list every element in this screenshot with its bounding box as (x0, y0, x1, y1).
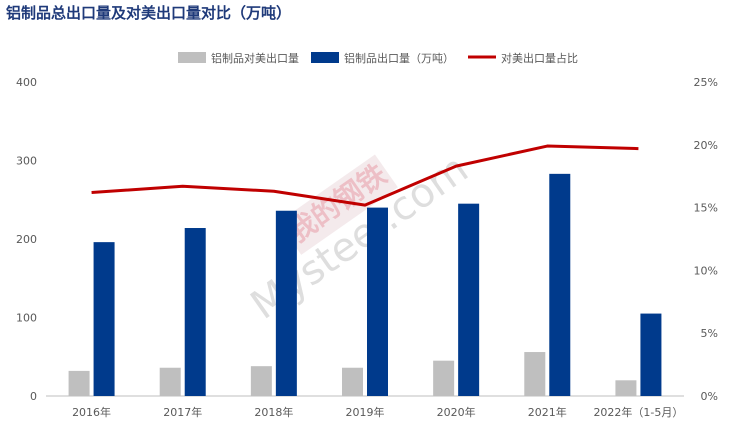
x-tick-label: 2021年 (528, 405, 567, 419)
x-tick-label: 2019年 (346, 405, 385, 419)
x-tick-label: 2018年 (254, 405, 293, 419)
y-left-tick-label: 300 (16, 155, 37, 168)
legend-label: 对美出口量占比 (501, 51, 578, 65)
legend-label: 铝制品出口量（万吨） (344, 51, 454, 65)
y-right-tick-label: 15% (694, 202, 718, 215)
x-tick-label: 2022年（1-5月） (593, 405, 683, 419)
legend: 铝制品对美出口量 铝制品出口量（万吨） 对美出口量占比 (178, 51, 578, 65)
us-export-bar (342, 367, 363, 396)
legend-label: 铝制品对美出口量 (211, 51, 299, 65)
watermark-brand-box (278, 154, 398, 255)
total-export-bar (93, 242, 115, 396)
legend-swatch (178, 52, 206, 63)
us-export-bar (524, 352, 546, 396)
x-tick-label: 2016年 (72, 405, 111, 419)
x-tick-label: 2017年 (163, 405, 202, 419)
legend-swatch (311, 52, 339, 63)
chart-title: 铝制品总出口量及对美出口量对比（万吨） (6, 4, 292, 22)
us-export-bar (615, 380, 637, 396)
y-right-tick-label: 20% (694, 139, 718, 152)
y-right-tick-label: 5% (701, 327, 718, 340)
y-right-tick-label: 25% (694, 76, 718, 89)
us-export-bar (68, 370, 90, 396)
y-left-tick-label: 200 (16, 233, 37, 246)
us-export-bar (433, 360, 455, 396)
us-export-bar (159, 367, 181, 396)
total-export-bar (549, 173, 571, 396)
total-export-bar (367, 207, 388, 396)
total-export-bar (184, 228, 206, 396)
y-left-tick-label: 0 (30, 390, 37, 403)
us-share-line (91, 144, 639, 207)
total-export-bar (458, 203, 480, 396)
x-tick-label: 2020年 (437, 405, 476, 419)
y-left-tick-label: 100 (16, 312, 37, 325)
y-right-tick-label: 10% (694, 264, 718, 277)
total-export-bar (275, 210, 297, 396)
y-right-tick-label: 0% (701, 390, 718, 403)
total-export-bar (640, 313, 662, 396)
y-left-tick-label: 400 (16, 76, 37, 89)
us-export-bar (250, 366, 272, 396)
